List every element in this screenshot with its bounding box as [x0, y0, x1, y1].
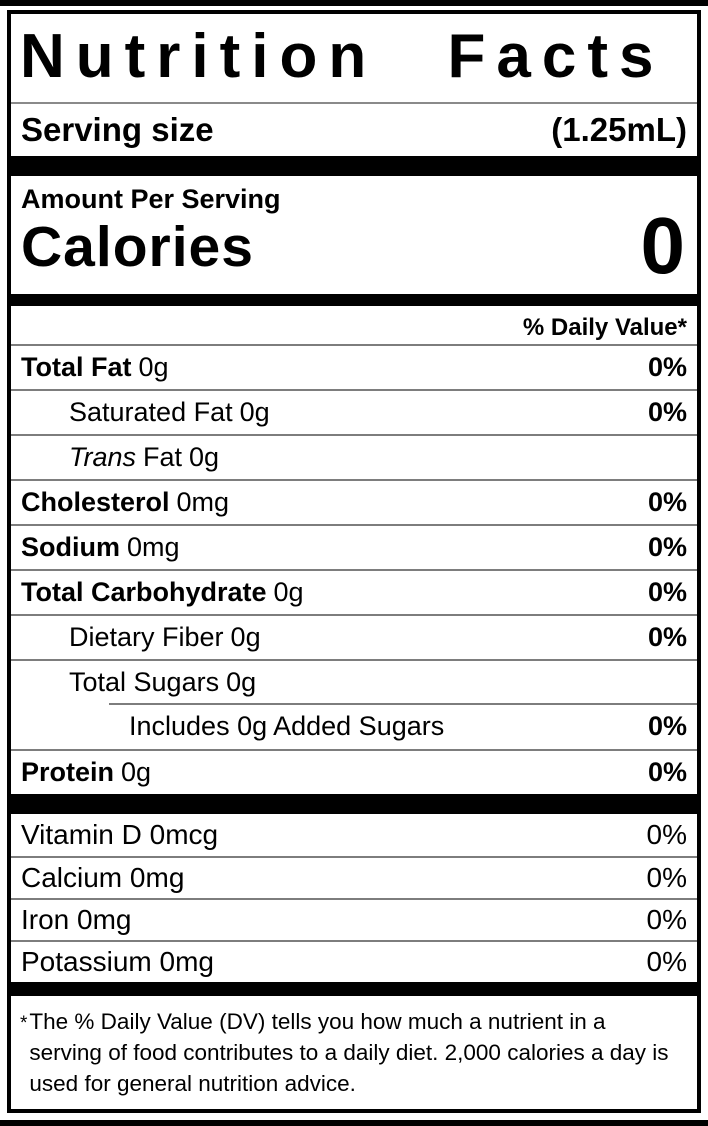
- nutrient-dv: 0%: [647, 352, 687, 382]
- thick-divider: [11, 156, 697, 176]
- nutrient-name: Cholesterol 0mg: [21, 487, 230, 517]
- calories-left-column: Amount Per Serving Calories: [21, 180, 281, 286]
- top-edge-bar: [0, 0, 708, 6]
- nutrient-row-cholesterol: Cholesterol 0mg 0%: [11, 479, 697, 524]
- nutrient-row-total-sugars: Total Sugars 0g: [11, 659, 697, 704]
- nutrient-dv: 0%: [647, 532, 687, 562]
- micronutrient-dv: 0%: [646, 904, 687, 935]
- nutrient-row-sodium: Sodium 0mg 0%: [11, 524, 697, 569]
- nutrient-name: Total Carbohydrate 0g: [21, 577, 304, 607]
- micronutrient-row-vitamin-d: Vitamin D 0mcg 0%: [11, 814, 697, 856]
- nutrient-dv: 0%: [647, 711, 687, 741]
- bottom-edge-bar: [0, 1120, 708, 1126]
- thick-divider: [11, 794, 697, 814]
- nutrient-row-saturated-fat: Saturated Fat 0g 0%: [11, 389, 697, 434]
- medium-divider: [11, 294, 697, 306]
- serving-size-value: (1.25mL): [551, 111, 687, 148]
- nutrient-dv: 0%: [647, 397, 687, 427]
- serving-size-row: Serving size (1.25mL): [11, 104, 697, 156]
- micronutrient-name: Iron 0mg: [21, 904, 132, 935]
- label-title: Nutrition Facts: [11, 14, 697, 104]
- micronutrient-dv: 0%: [646, 946, 687, 977]
- micronutrient-row-calcium: Calcium 0mg 0%: [11, 856, 697, 898]
- nutrition-facts-label: Nutrition Facts Serving size (1.25mL) Am…: [7, 10, 701, 1113]
- calories-section: Amount Per Serving Calories 0: [11, 176, 697, 294]
- micronutrient-row-potassium: Potassium 0mg 0%: [11, 940, 697, 982]
- micronutrient-name: Potassium 0mg: [21, 946, 214, 977]
- nutrient-dv: 0%: [647, 757, 687, 787]
- micronutrient-name: Calcium 0mg: [21, 862, 185, 893]
- footnote-asterisk: *: [20, 1013, 28, 1034]
- footnote-text: The % Daily Value (DV) tells you how muc…: [29, 1009, 669, 1096]
- nutrient-name: Protein 0g: [21, 757, 152, 787]
- nutrient-name: Sodium 0mg: [21, 532, 180, 562]
- nutrient-row-added-sugars: Includes 0g Added Sugars 0%: [11, 703, 697, 749]
- micronutrient-dv: 0%: [646, 819, 687, 850]
- footnote: * The % Daily Value (DV) tells you how m…: [11, 996, 697, 1109]
- serving-size-label: Serving size: [21, 111, 214, 148]
- nutrient-row-total-carbohydrate: Total Carbohydrate 0g 0%: [11, 569, 697, 614]
- nutrient-name: Dietary Fiber 0g: [69, 622, 261, 652]
- medium-divider: [11, 982, 697, 996]
- nutrient-dv: 0%: [647, 577, 687, 607]
- calories-label: Calories: [21, 215, 254, 279]
- micronutrient-row-iron: Iron 0mg 0%: [11, 898, 697, 940]
- nutrient-row-trans-fat: Trans Fat 0g: [11, 434, 697, 479]
- nutrient-name: Total Sugars 0g: [69, 667, 257, 697]
- micronutrient-dv: 0%: [646, 862, 687, 893]
- micronutrient-name: Vitamin D 0mcg: [21, 819, 219, 850]
- nutrient-name: Total Fat 0g: [21, 352, 169, 382]
- nutrient-dv: 0%: [647, 487, 687, 517]
- nutrient-row-dietary-fiber: Dietary Fiber 0g 0%: [11, 614, 697, 659]
- daily-value-header: % Daily Value*: [522, 314, 687, 341]
- nutrient-row-total-fat: Total Fat 0g 0%: [11, 344, 697, 389]
- nutrient-name: Trans Fat 0g: [69, 442, 220, 472]
- amount-per-serving-label: Amount Per Serving: [21, 184, 281, 214]
- calories-value: 0: [640, 201, 686, 290]
- nutrient-dv: 0%: [647, 622, 687, 652]
- nutrient-name: Includes 0g Added Sugars: [129, 711, 445, 741]
- nutrient-name: Saturated Fat 0g: [69, 397, 270, 427]
- nutrient-row-protein: Protein 0g 0%: [11, 749, 697, 794]
